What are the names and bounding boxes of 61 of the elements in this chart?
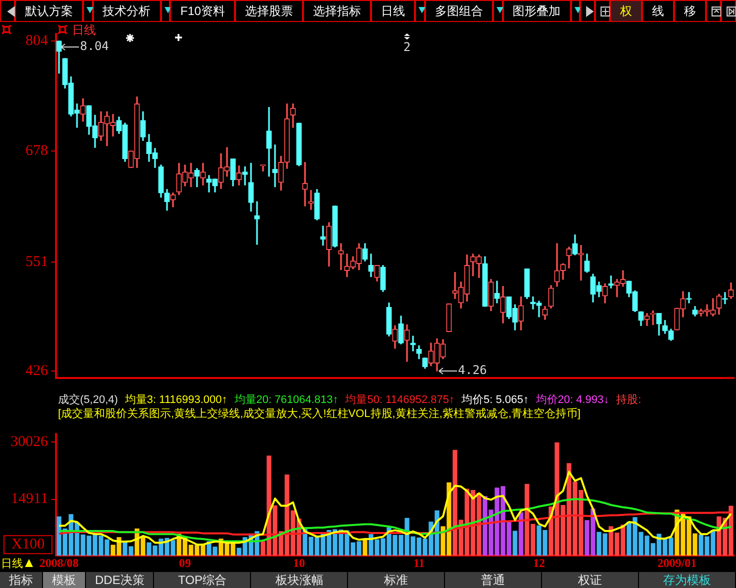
text: DDE决策 bbox=[86, 572, 154, 588]
text: F10资料 bbox=[170, 0, 236, 22]
text: 权 bbox=[610, 0, 642, 22]
x-tick-label: 10 bbox=[293, 556, 305, 570]
text: 图形叠加 bbox=[502, 0, 571, 22]
text: 日线 bbox=[1, 557, 23, 571]
bar bbox=[518, 512, 524, 556]
candlestick bbox=[722, 292, 728, 304]
x-tick-label: 2008/08 bbox=[39, 556, 79, 570]
candlestick bbox=[254, 201, 260, 245]
bar bbox=[512, 530, 518, 556]
text: 模板 bbox=[43, 572, 86, 588]
text: 标准 bbox=[348, 572, 446, 588]
y-tick-label: 804 bbox=[26, 32, 48, 49]
candlestick bbox=[242, 166, 248, 186]
text: 均价5: 5.065↑ bbox=[462, 393, 529, 407]
annotation: 2 bbox=[403, 40, 411, 54]
y-axis-title: X100 bbox=[11, 536, 45, 553]
annotation: 8.04 bbox=[80, 39, 109, 54]
candlestick bbox=[686, 292, 692, 304]
text: TOP综合 bbox=[154, 572, 252, 588]
x-tick-label: 11 bbox=[413, 556, 425, 570]
y-tick-label: 678 bbox=[26, 142, 48, 159]
text: 技术分析 bbox=[92, 0, 161, 22]
text: 普通 bbox=[445, 572, 542, 588]
text: 均量20: 761064.813↑ bbox=[234, 393, 338, 407]
candlestick bbox=[608, 276, 614, 288]
candlestick bbox=[320, 226, 326, 246]
y-tick-label: 426 bbox=[26, 362, 48, 379]
text: 板块涨幅 bbox=[251, 572, 348, 588]
x-tick-label: 12 bbox=[533, 556, 545, 570]
candlestick bbox=[302, 162, 308, 206]
text: 指标 bbox=[0, 572, 43, 588]
candlestick bbox=[272, 144, 278, 188]
candlestick bbox=[410, 336, 416, 352]
text: [成交量和股价关系图示,黄线上交绿线,成交量放大,买入!红柱VOL持股,黄柱关注,紫柱警戒减仓,青柱空仓持币] bbox=[58, 406, 581, 421]
x-tick-label: 2009/01 bbox=[657, 556, 697, 570]
annotation: 4.26 bbox=[458, 363, 487, 378]
text: 权证 bbox=[542, 572, 640, 588]
chart-title: 成交(5,20,4) bbox=[58, 392, 118, 407]
candlestick bbox=[578, 244, 584, 281]
text: 日线 bbox=[371, 0, 416, 22]
text: 移 bbox=[674, 0, 706, 22]
text: 均价20: 4.993↓ bbox=[536, 393, 610, 407]
chart-title: 日线 bbox=[72, 22, 96, 39]
candlestick bbox=[308, 190, 314, 210]
text: 均量3: 1116993.000↑ bbox=[124, 393, 228, 407]
y-tick-label: 551 bbox=[26, 254, 48, 270]
y-tick-label: 30026 bbox=[10, 434, 48, 450]
text: 选择指标 bbox=[303, 0, 372, 22]
candlestick bbox=[338, 243, 344, 270]
text: 持股: bbox=[616, 393, 642, 407]
text: 线 bbox=[642, 0, 674, 22]
text: 多图组合 bbox=[424, 0, 493, 22]
bar bbox=[362, 538, 368, 556]
x-tick-label: 09 bbox=[179, 556, 191, 570]
text: 均量50: 1146952.875↑ bbox=[345, 393, 454, 407]
text: 选择股票 bbox=[235, 0, 304, 22]
text: 存为模板 bbox=[639, 572, 736, 588]
text: 默认方案 bbox=[14, 0, 83, 22]
y-tick-label: 14911 bbox=[11, 491, 48, 508]
